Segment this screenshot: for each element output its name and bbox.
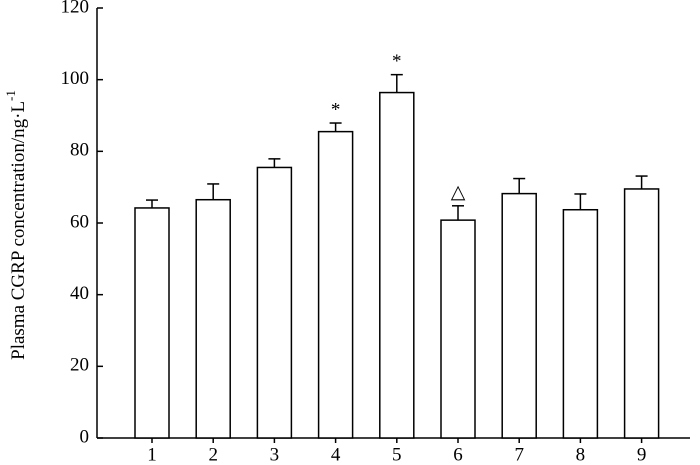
- x-tick-label: 4: [331, 444, 341, 465]
- y-label-superscript: -1: [3, 90, 18, 101]
- annotation: *: [392, 51, 402, 72]
- bar: [134, 207, 170, 439]
- bar: [562, 208, 599, 439]
- x-tick-label: 5: [392, 444, 402, 465]
- y-tick-label: 40: [70, 283, 89, 304]
- y-tick-label: 80: [70, 140, 89, 161]
- x-tick-label: 3: [270, 444, 280, 465]
- y-tick-label: 60: [70, 211, 89, 232]
- x-tick-label: 7: [514, 444, 524, 465]
- annotation: *: [331, 99, 341, 120]
- x-tick-label: 6: [453, 444, 463, 465]
- x-tick-label: 9: [637, 444, 647, 465]
- bar: [440, 219, 476, 439]
- y-axis-label: Plasma CGRP concentration/ng·L-1: [3, 90, 29, 360]
- y-tick-label: 20: [70, 355, 89, 376]
- x-tick-label: 1: [147, 444, 157, 465]
- y-label-text: Plasma CGRP concentration/ng·L: [8, 101, 29, 360]
- bar: [195, 198, 231, 439]
- y-tick-label: 100: [61, 68, 90, 89]
- bar: [379, 91, 415, 439]
- y-tick-label: 120: [61, 0, 90, 17]
- x-tick-label: 2: [208, 444, 218, 465]
- y-tick-label: 0: [80, 426, 90, 447]
- bar: [256, 166, 293, 439]
- annotation: △: [451, 182, 466, 203]
- bar: [501, 192, 537, 439]
- bar: [623, 188, 660, 439]
- x-tick-label: 8: [576, 444, 586, 465]
- bar: [317, 130, 354, 439]
